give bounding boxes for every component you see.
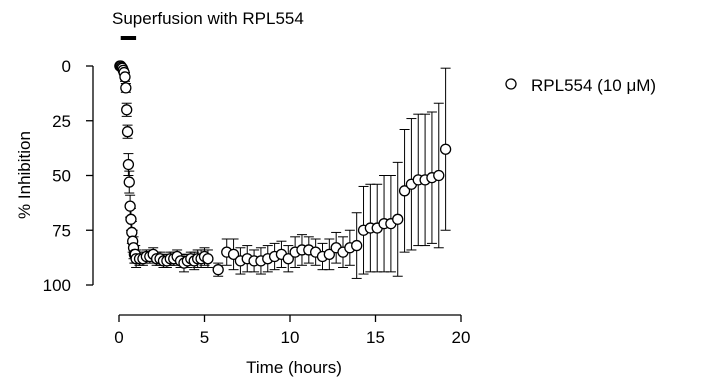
data-point	[121, 126, 134, 138]
data-point	[351, 239, 363, 252]
x-tick-label: 20	[452, 328, 471, 347]
data-point	[121, 104, 133, 116]
x-tick-label: 5	[200, 328, 209, 347]
x-axis-title: Time (hours)	[246, 358, 342, 377]
data-point	[433, 169, 445, 182]
data-point	[119, 71, 131, 83]
data-point	[125, 213, 137, 225]
data-point	[227, 248, 240, 260]
y-tick-label: 75	[52, 221, 71, 240]
data-point	[124, 200, 136, 212]
superfusion-label: Superfusion with RPL554	[112, 9, 304, 28]
data-point	[120, 82, 132, 94]
error-bars	[114, 65, 451, 279]
data-point	[202, 253, 214, 265]
data-point	[282, 253, 294, 265]
data-point	[392, 213, 404, 225]
data-point	[439, 143, 452, 155]
y-tick-label: 50	[52, 167, 71, 186]
y-axis-title: % Inhibition	[15, 131, 34, 219]
data-point	[122, 158, 135, 171]
y-tick-label: 100	[43, 276, 71, 295]
x-tick-label: 15	[366, 328, 385, 347]
data-point	[398, 185, 411, 197]
data-point	[323, 248, 335, 260]
legend-marker	[505, 78, 517, 90]
y-tick-label: 25	[52, 112, 71, 131]
y-tick-label: 0	[62, 57, 71, 76]
axes: 0 25 50 75 100 0 5 10 15 20	[43, 57, 471, 347]
superfusion-annotation: Superfusion with RPL554	[112, 9, 304, 40]
data-point	[123, 176, 135, 188]
data-point	[212, 264, 224, 276]
data-points	[114, 60, 452, 276]
legend-label: RPL554 (10 μM)	[531, 76, 656, 95]
x-tick-label: 10	[281, 328, 300, 347]
x-tick-label: 0	[114, 328, 123, 347]
legend: RPL554 (10 μM)	[505, 76, 656, 95]
